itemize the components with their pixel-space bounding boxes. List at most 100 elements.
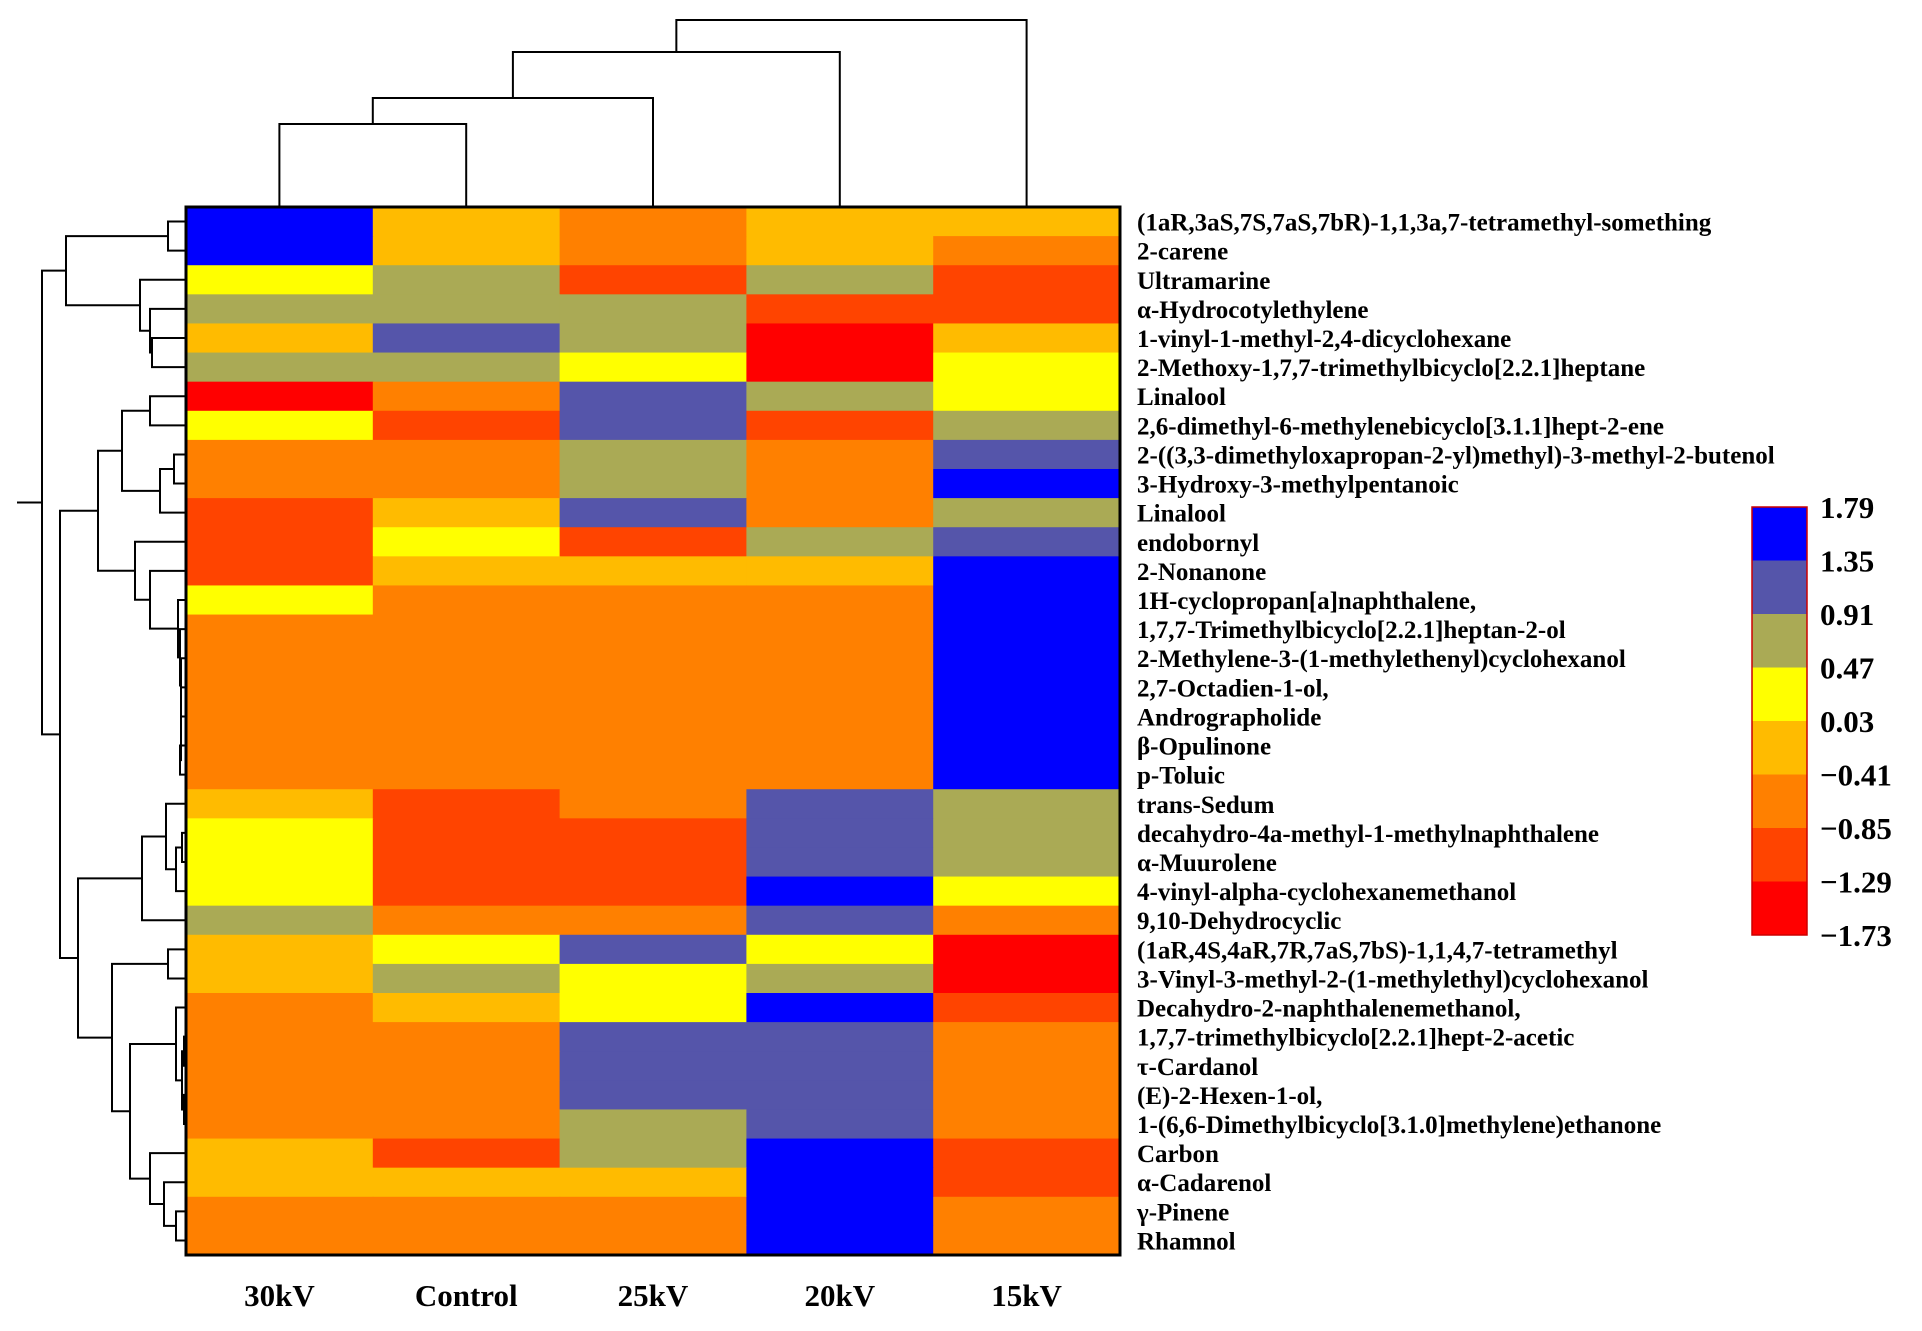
heatmap-cell [559,789,747,819]
legend-swatch [1752,774,1807,829]
heatmap-cell [372,701,561,732]
heatmap-cell [933,527,1121,557]
heatmap-cell [746,1138,934,1169]
row-label: 2-carene [1137,239,1228,266]
row-label: endobornyl [1137,530,1259,557]
row-label: β-Opulinone [1137,734,1271,761]
heatmap-cell [372,643,561,674]
heatmap-cell [559,701,747,732]
heatmap-cell [186,1167,374,1198]
legend-tick-label: 0.91 [1820,597,1874,632]
heatmap-cell [186,731,374,761]
heatmap-cell [186,207,374,237]
heatmap-cell [559,439,747,470]
row-label: 9,10-Dehydrocyclic [1137,908,1341,935]
heatmap-cell [559,993,747,1023]
heatmap-cell [186,323,374,354]
heatmap-cell [746,905,934,936]
legend-swatch [1752,828,1807,882]
heatmap-cell [186,410,374,441]
heatmap-cell [746,294,934,325]
legend-border [1751,506,1808,936]
heatmap-cell [746,818,934,849]
heatmap-cell [559,294,747,325]
dendrogram-branch [511,51,841,207]
heatmap-cell [746,556,934,587]
legend-swatch [1752,721,1807,775]
heatmap-cell [559,236,747,266]
column-dendrogram [278,19,1028,207]
heatmap-cell [186,934,374,965]
legend-swatch [1752,560,1807,615]
heatmap-cell [372,1196,561,1227]
dendrogram-branch [149,1152,186,1206]
legend-tick-label: 1.79 [1820,490,1874,525]
heatmap-cell [559,410,747,441]
heatmap-cell [186,1022,374,1052]
heatmap-cell [559,527,747,557]
heatmap-cell [746,381,934,412]
legend-swatch [1752,667,1807,722]
heatmap-cell [559,381,747,412]
heatmap-cell [933,905,1121,936]
heatmap-cell [746,1167,934,1198]
heatmap-cell [372,207,561,237]
heatmap-cell [559,760,747,790]
heatmap-cell [186,1196,374,1227]
row-label: Carbon [1137,1141,1219,1168]
heatmap-cell [559,1167,747,1198]
row-label: 1,7,7-Trimethylbicyclo[2.2.1]heptan-2-ol [1137,617,1566,644]
column-label: 20kV [804,1278,875,1313]
heatmap-cell [933,672,1121,703]
heatmap-cell [559,876,747,907]
row-label: Linalool [1137,384,1226,411]
heatmap-cell [186,527,374,557]
dendrogram-branch [371,97,654,207]
dendrogram-branch [151,337,186,369]
heatmap-cell [746,1196,934,1227]
row-label: α-Cadarenol [1137,1170,1271,1197]
heatmap-cell [933,265,1121,295]
heatmap-cell [186,498,374,528]
row-label: 3-Vinyl-3-methyl-2-(1-methylethyl)cycloh… [1137,966,1649,993]
heatmap-cell [186,1109,374,1140]
heatmap-cell [186,1051,374,1081]
heatmap-cell [372,469,561,499]
heatmap-cell [933,236,1121,266]
heatmap-cell [559,1225,747,1256]
dendrogram-branch [167,220,186,252]
heatmap-cell [559,614,747,645]
dendrogram-branch [173,453,186,485]
row-label: (E)-2-Hexen-1-ol, [1137,1083,1322,1110]
heatmap-cell [186,265,374,295]
heatmap-cell [746,1022,934,1052]
heatmap-cell [372,876,561,907]
heatmap-cell [746,1109,934,1140]
dendrogram-branch [77,877,142,1039]
heatmap-cell [933,760,1121,790]
heatmap-cell [933,1051,1121,1081]
heatmap-cell [746,585,934,616]
heatmap-cell [186,818,374,849]
heatmap-cell [933,585,1121,616]
heatmap-cell [372,934,561,965]
heatmap-cell [933,1109,1121,1140]
heatmap-cell [746,847,934,878]
heatmap-cell [933,1022,1121,1052]
heatmap-cell [933,1080,1121,1111]
dendrogram-branch [41,269,66,736]
heatmap-cell [746,439,934,470]
heatmap-cell [933,207,1121,237]
heatmap-cell [186,236,374,266]
heatmap-cell [746,265,934,295]
row-label: 2,6-dimethyl-6-methylenebicyclo[3.1.1]he… [1137,413,1664,440]
heatmap-cell [559,556,747,587]
heatmap-cell [372,1051,561,1081]
row-label: Rhamnol [1137,1228,1236,1255]
heatmap-cell [372,294,561,325]
heatmap-cell [933,410,1121,441]
heatmap-cell [186,1080,374,1111]
heatmap-cell [933,1225,1121,1256]
heatmap-cell [186,585,374,616]
heatmap-cell [559,352,747,383]
